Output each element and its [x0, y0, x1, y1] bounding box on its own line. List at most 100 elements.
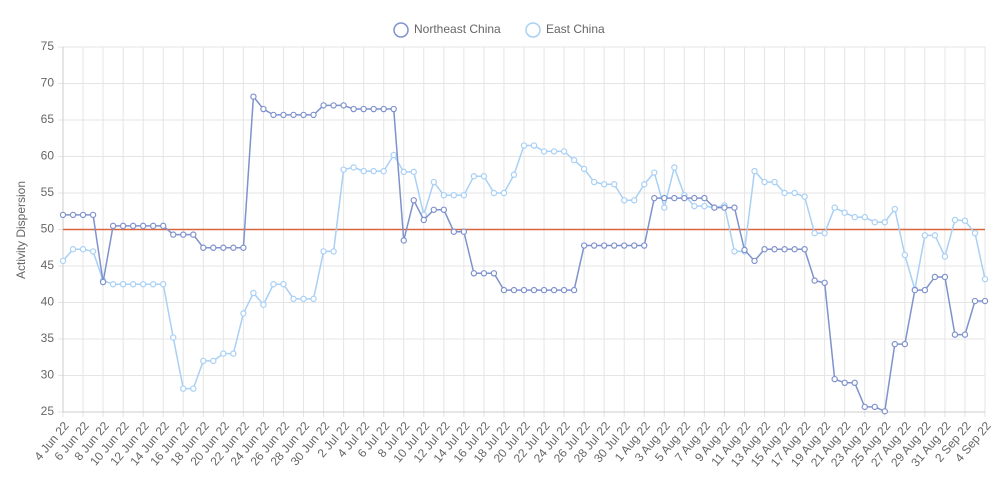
data-point — [580, 165, 588, 173]
data-point — [240, 310, 247, 317]
data-point — [821, 229, 828, 237]
data-point — [360, 167, 367, 175]
data-point — [400, 168, 407, 176]
data-point — [180, 231, 187, 238]
data-point — [470, 270, 478, 277]
data-point — [400, 237, 407, 244]
data-point — [89, 211, 97, 219]
data-point — [69, 246, 77, 253]
data-point — [621, 242, 628, 249]
data-point — [530, 286, 538, 294]
data-point — [701, 202, 708, 210]
data-point — [470, 173, 478, 180]
data-point — [921, 286, 929, 294]
data-point — [671, 194, 678, 202]
data-point — [510, 171, 518, 178]
data-point — [971, 297, 979, 305]
data-point — [139, 222, 147, 230]
data-point — [530, 142, 538, 149]
data-point — [871, 218, 878, 226]
data-point — [520, 286, 528, 294]
data-point — [430, 178, 438, 186]
data-point — [861, 213, 868, 221]
data-point — [891, 205, 899, 213]
data-point — [731, 248, 738, 255]
data-point — [971, 229, 979, 237]
data-point — [230, 350, 237, 357]
data-point — [410, 168, 417, 176]
data-point — [129, 281, 137, 288]
data-point — [580, 242, 588, 249]
data-point — [440, 191, 448, 199]
data-point — [811, 277, 818, 284]
data-point — [360, 105, 367, 113]
data-point — [330, 102, 337, 109]
data-point — [841, 209, 848, 216]
data-point — [109, 281, 117, 288]
data-point — [250, 93, 257, 100]
data-point — [751, 257, 758, 265]
data-point — [540, 148, 548, 155]
y-tick-label: 70 — [41, 76, 55, 90]
data-point — [560, 148, 568, 155]
y-tick-label: 40 — [41, 295, 55, 309]
data-point — [851, 213, 858, 221]
data-point — [420, 216, 427, 224]
data-point — [99, 278, 107, 286]
data-point — [260, 105, 267, 113]
data-point — [340, 166, 347, 173]
y-tick-label: 60 — [41, 149, 55, 163]
data-point — [590, 178, 598, 186]
y-tick-label: 75 — [41, 39, 55, 53]
legend-label[interactable]: Northeast China — [414, 22, 501, 36]
y-axis-label: Activity Dispersion — [14, 181, 28, 279]
data-point — [570, 156, 578, 164]
data-point — [701, 194, 708, 202]
data-point — [450, 228, 458, 235]
legend-marker[interactable] — [525, 22, 541, 38]
y-tick-label: 30 — [41, 368, 55, 382]
data-point — [661, 204, 668, 211]
data-point — [641, 242, 648, 249]
data-point — [610, 242, 618, 249]
legend-marker[interactable] — [393, 22, 409, 38]
data-point — [200, 357, 207, 365]
data-point — [941, 273, 949, 281]
data-point — [631, 197, 638, 204]
data-point — [440, 206, 448, 213]
data-point — [540, 286, 548, 294]
data-point — [901, 340, 909, 348]
data-point — [200, 244, 207, 251]
data-point — [490, 189, 498, 197]
data-point — [751, 167, 758, 175]
data-point — [691, 194, 698, 202]
data-point — [170, 334, 177, 341]
data-point — [230, 244, 237, 251]
data-point — [160, 281, 167, 288]
legend-label[interactable]: East China — [546, 22, 605, 36]
data-point — [370, 167, 377, 175]
data-point — [480, 173, 488, 180]
data-point — [671, 164, 678, 171]
data-point — [791, 189, 798, 197]
data-point — [621, 197, 628, 204]
y-tick-label: 50 — [41, 222, 55, 236]
data-point — [881, 408, 888, 415]
data-point — [741, 246, 748, 254]
data-point — [79, 211, 87, 219]
data-point — [89, 248, 97, 255]
data-point — [831, 375, 838, 383]
data-point — [520, 142, 528, 149]
data-point — [871, 403, 878, 411]
data-point — [711, 204, 718, 211]
data-point — [260, 301, 267, 308]
data-point — [310, 111, 317, 119]
data-point — [410, 197, 417, 204]
data-point — [550, 148, 558, 155]
data-point — [240, 244, 247, 251]
data-point — [781, 246, 788, 253]
data-point — [149, 222, 157, 230]
data-point — [901, 251, 909, 259]
data-point — [350, 105, 357, 113]
